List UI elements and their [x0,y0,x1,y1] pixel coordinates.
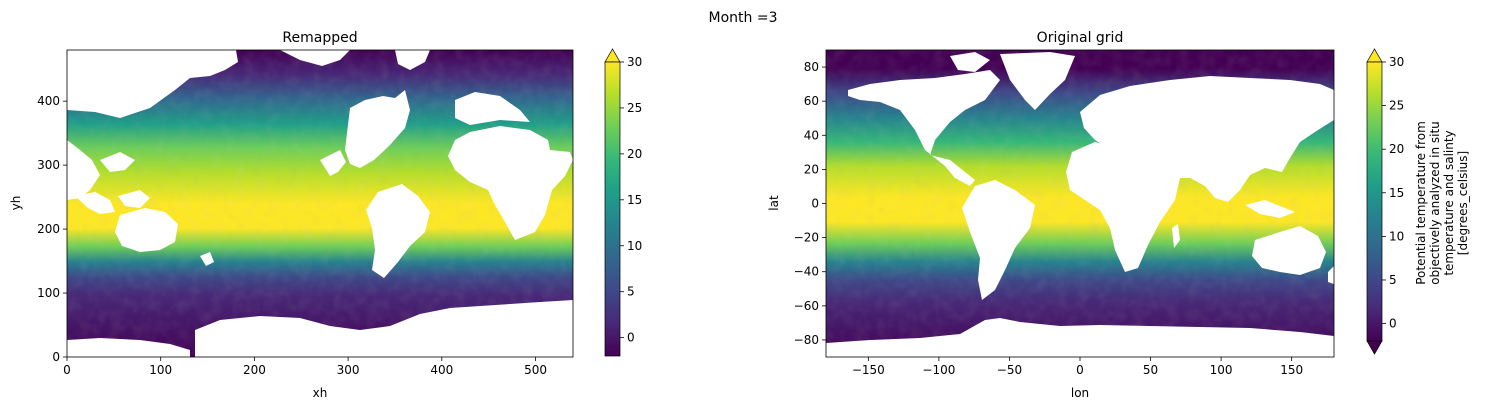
colorbar-tick-label: 20 [627,147,642,161]
left-colorbar-extend-max [604,48,621,63]
right-colorbar: 0 5 10 15 20 25 30 Potential temperature from … [1366,48,1470,355]
right-xlabel: lon [1071,386,1089,400]
left-xlabel: xh [313,386,328,400]
colorbar-tick-label: 15 [627,193,642,207]
x-tick-label: 150 [1280,363,1303,377]
left-colorbar-ticks: 0 5 10 15 20 25 30 [620,55,642,345]
x-tick-label: 300 [337,363,360,377]
y-tick-label: 0 [52,350,60,364]
left-title: Remapped [282,30,357,46]
y-tick-label: 100 [37,286,60,300]
left-colorbar: 0 5 10 15 20 25 30 [604,48,642,357]
figure-suptitle: Month =3 [709,10,778,26]
colorbar-tick-label: 25 [1389,99,1404,113]
x-tick-label: 500 [524,363,547,377]
y-tick-label: 300 [37,158,60,172]
y-tick-label: 200 [37,222,60,236]
left-ylabel: yh [9,196,23,211]
left-y-axis: 0 100 200 300 400 [37,94,67,364]
right-panel: Original grid [767,30,1335,400]
right-y-axis: −80 −60 −40 −20 0 20 40 60 80 [794,60,826,347]
y-tick-label: 40 [804,128,819,142]
right-x-axis: −150 −100 −50 0 50 100 150 [852,357,1303,377]
right-heatmap [826,50,1334,357]
colorbar-tick-label: 10 [1389,229,1404,243]
right-colorbar-extend-min [1366,340,1383,355]
x-tick-label: −150 [852,363,885,377]
colorbar-tick-label: 0 [627,331,635,345]
x-tick-label: 0 [63,363,71,377]
x-tick-label: 200 [243,363,266,377]
y-tick-label: 0 [811,197,819,211]
y-tick-label: 20 [804,162,819,176]
x-tick-label: 0 [1076,363,1084,377]
right-title: Original grid [1037,30,1124,46]
colorbar-tick-label: 20 [1389,142,1404,156]
left-panel: Remapped [9,30,574,400]
right-colorbar-bar [1366,61,1383,342]
colorbar-tick-label: 5 [627,285,635,299]
colorbar-tick-label: 30 [1389,55,1404,69]
right-colorbar-label-line-1: Potential temperature from [1414,121,1428,285]
left-heatmap [67,50,573,357]
left-x-axis: 0 100 200 300 400 500 [63,357,547,377]
y-tick-label: −60 [794,299,819,313]
x-tick-label: −100 [922,363,955,377]
x-tick-label: −50 [997,363,1022,377]
right-colorbar-ticks: 0 5 10 15 20 25 30 [1382,55,1404,331]
colorbar-tick-label: 25 [627,101,642,115]
x-tick-label: 100 [149,363,172,377]
left-axes-frame [66,49,574,358]
right-colorbar-label-line-4: [degrees_celsius] [1456,151,1470,255]
x-tick-label: 50 [1143,363,1158,377]
y-tick-label: −80 [794,333,819,347]
right-colorbar-label-line-2: objectively analyzed in situ [1428,121,1442,285]
right-land [826,52,1334,357]
right-colorbar-label: Potential temperature from objectively a… [1414,121,1470,285]
colorbar-tick-label: 5 [1389,273,1397,287]
left-colorbar-bar [604,61,621,357]
colorbar-tick-label: 10 [627,239,642,253]
x-tick-label: 400 [430,363,453,377]
colorbar-tick-label: 15 [1389,186,1404,200]
colorbar-tick-label: 30 [627,55,642,69]
right-colorbar-label-line-3: temperature and salinty [1442,130,1456,275]
colorbar-tick-label: 0 [1389,317,1397,331]
x-tick-label: 100 [1210,363,1233,377]
y-tick-label: −40 [794,265,819,279]
right-ylabel: lat [767,195,781,211]
left-land [67,50,573,357]
y-tick-label: 80 [804,60,819,74]
y-tick-label: 400 [37,94,60,108]
y-tick-label: −20 [794,231,819,245]
right-colorbar-extend-max [1366,48,1383,63]
y-tick-label: 60 [804,94,819,108]
